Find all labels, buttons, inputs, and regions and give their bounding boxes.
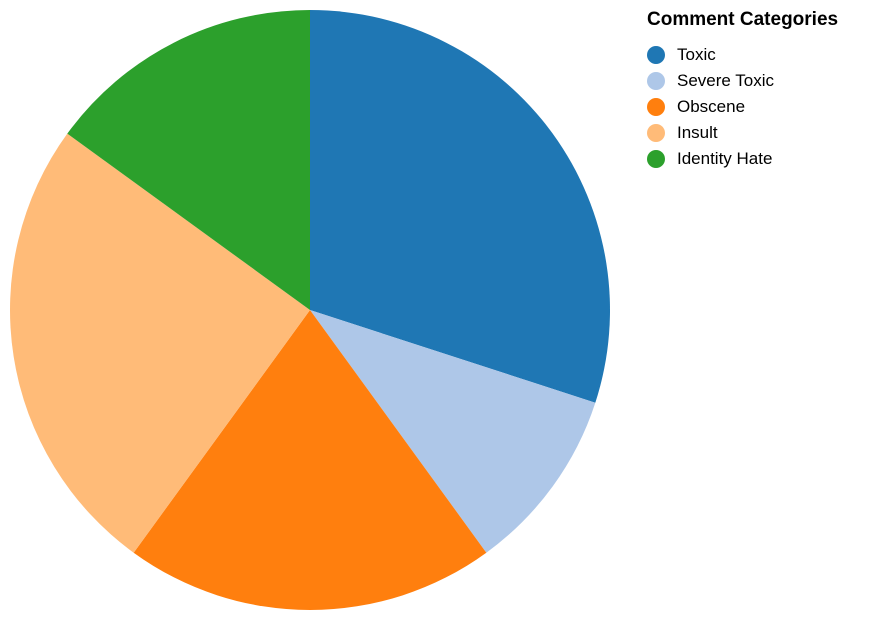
- legend-swatch: [647, 98, 665, 116]
- pie-slices: [9, 10, 611, 610]
- legend-items: Toxic Severe Toxic Obscene Insult Identity H…: [647, 42, 872, 172]
- pie-slice-toxic: [310, 10, 611, 403]
- legend-item: Identity Hate: [647, 146, 872, 172]
- legend-label: Insult: [677, 123, 718, 142]
- pie-slice-obscene: [133, 310, 487, 610]
- legend-label: Obscene: [677, 97, 746, 116]
- legend-swatch: [647, 72, 665, 90]
- pie-slice-insult: [9, 133, 310, 553]
- legend-label: Identity Hate: [677, 149, 773, 168]
- legend-item: Severe Toxic: [647, 68, 872, 94]
- legend-swatch: [647, 46, 665, 64]
- pie-slice-severe-toxic: [310, 310, 596, 553]
- legend-label: Severe Toxic: [677, 71, 775, 90]
- legend-swatch: [647, 150, 665, 168]
- pie-slice-identity-hate: [67, 10, 311, 310]
- legend: Comment Categories Toxic Severe Toxic Obsc…: [647, 8, 872, 172]
- legend-label: Toxic: [677, 45, 716, 64]
- legend-item: Insult: [647, 120, 872, 146]
- legend-item: Obscene: [647, 94, 872, 120]
- pie-chart: [9, 10, 611, 610]
- legend-swatch: [647, 124, 665, 142]
- legend-item: Toxic: [647, 42, 872, 68]
- legend-title: Comment Categories: [647, 9, 839, 30]
